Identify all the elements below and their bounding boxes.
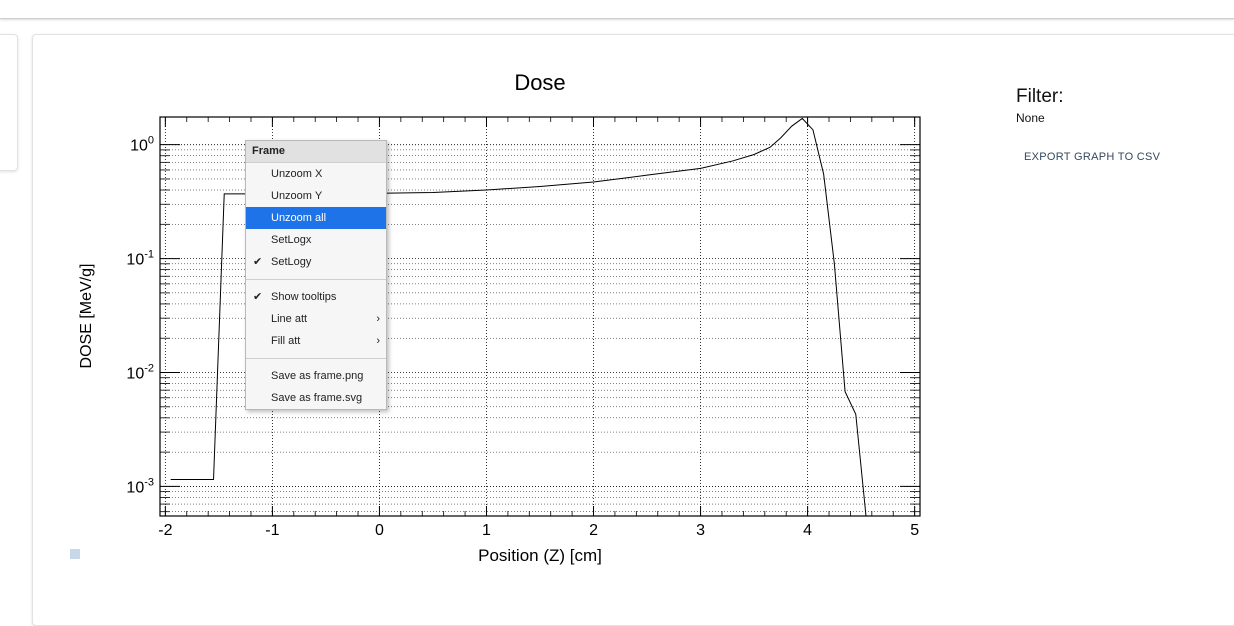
legend-marker[interactable] xyxy=(70,549,80,559)
x-tick-label: 3 xyxy=(696,522,705,539)
menu-item-set-logy[interactable]: ✔ SetLogy xyxy=(246,251,386,273)
checkmark-icon: ✔ xyxy=(253,256,263,268)
export-csv-button[interactable]: EXPORT GRAPH TO CSV xyxy=(1018,147,1166,167)
filter-value: None xyxy=(1016,111,1045,125)
menu-separator xyxy=(246,358,386,359)
menu-item-set-logx[interactable]: SetLogx xyxy=(246,229,386,251)
chevron-right-icon: › xyxy=(376,335,380,347)
y-tick-label: 10-3 xyxy=(126,476,154,496)
x-tick-label: 0 xyxy=(375,522,384,539)
menu-separator xyxy=(246,279,386,280)
chart-title: Dose xyxy=(514,70,565,95)
menu-item-label: Fill att xyxy=(271,335,301,347)
frame-context-menu: Frame Unzoom X Unzoom Y Unzoom all SetLo… xyxy=(245,140,387,410)
top-app-bar xyxy=(0,0,1234,19)
menu-item-fill-att[interactable]: Fill att › xyxy=(246,330,386,352)
menu-item-label: Show tooltips xyxy=(271,291,337,303)
y-axis-label: DOSE [MeV/g] xyxy=(78,264,95,369)
x-tick-label: 4 xyxy=(803,522,812,539)
checkmark-icon: ✔ xyxy=(253,291,263,303)
menu-item-unzoom-all[interactable]: Unzoom all xyxy=(246,207,386,229)
y-tick-label: 10-2 xyxy=(126,363,154,383)
filter-title: Filter: xyxy=(1016,86,1064,107)
menu-item-save-png[interactable]: Save as frame.png xyxy=(246,365,386,387)
y-tick-label: 10-1 xyxy=(126,249,154,269)
menu-item-label: Save as frame.svg xyxy=(271,392,363,404)
tick-layer xyxy=(160,117,920,516)
menu-item-label: Unzoom X xyxy=(271,168,323,180)
y-tick-label: 100 xyxy=(130,135,154,155)
x-tick-label: 5 xyxy=(910,522,919,539)
menu-item-save-svg[interactable]: Save as frame.svg xyxy=(246,387,386,409)
menu-item-unzoom-x[interactable]: Unzoom X xyxy=(246,163,386,185)
menu-item-label: SetLogx xyxy=(271,234,312,246)
main-card xyxy=(32,34,1234,626)
menu-item-label: Line att xyxy=(271,313,308,325)
menu-header: Frame xyxy=(246,141,386,163)
menu-item-unzoom-y[interactable]: Unzoom Y xyxy=(246,185,386,207)
x-axis-label: Position (Z) [cm] xyxy=(478,546,602,565)
x-tick-label: -1 xyxy=(265,522,279,539)
menu-item-line-att[interactable]: Line att › xyxy=(246,308,386,330)
x-tick-label: 2 xyxy=(589,522,598,539)
menu-item-label: Save as frame.png xyxy=(271,370,364,382)
x-tick-label: -2 xyxy=(158,522,172,539)
menu-item-label: Unzoom Y xyxy=(271,190,323,202)
side-panel-card xyxy=(0,34,18,171)
plot-frame[interactable] xyxy=(159,116,921,517)
menu-item-label: SetLogy xyxy=(271,256,312,268)
menu-item-show-tooltips[interactable]: ✔ Show tooltips xyxy=(246,286,386,308)
x-tick-label: 1 xyxy=(482,522,491,539)
chevron-right-icon: › xyxy=(376,313,380,325)
tick-label-layer: -2 -1 0 1 2 3 4 5 100 10-1 10-2 10-3 xyxy=(126,135,919,539)
menu-item-label: Unzoom all xyxy=(271,212,327,224)
